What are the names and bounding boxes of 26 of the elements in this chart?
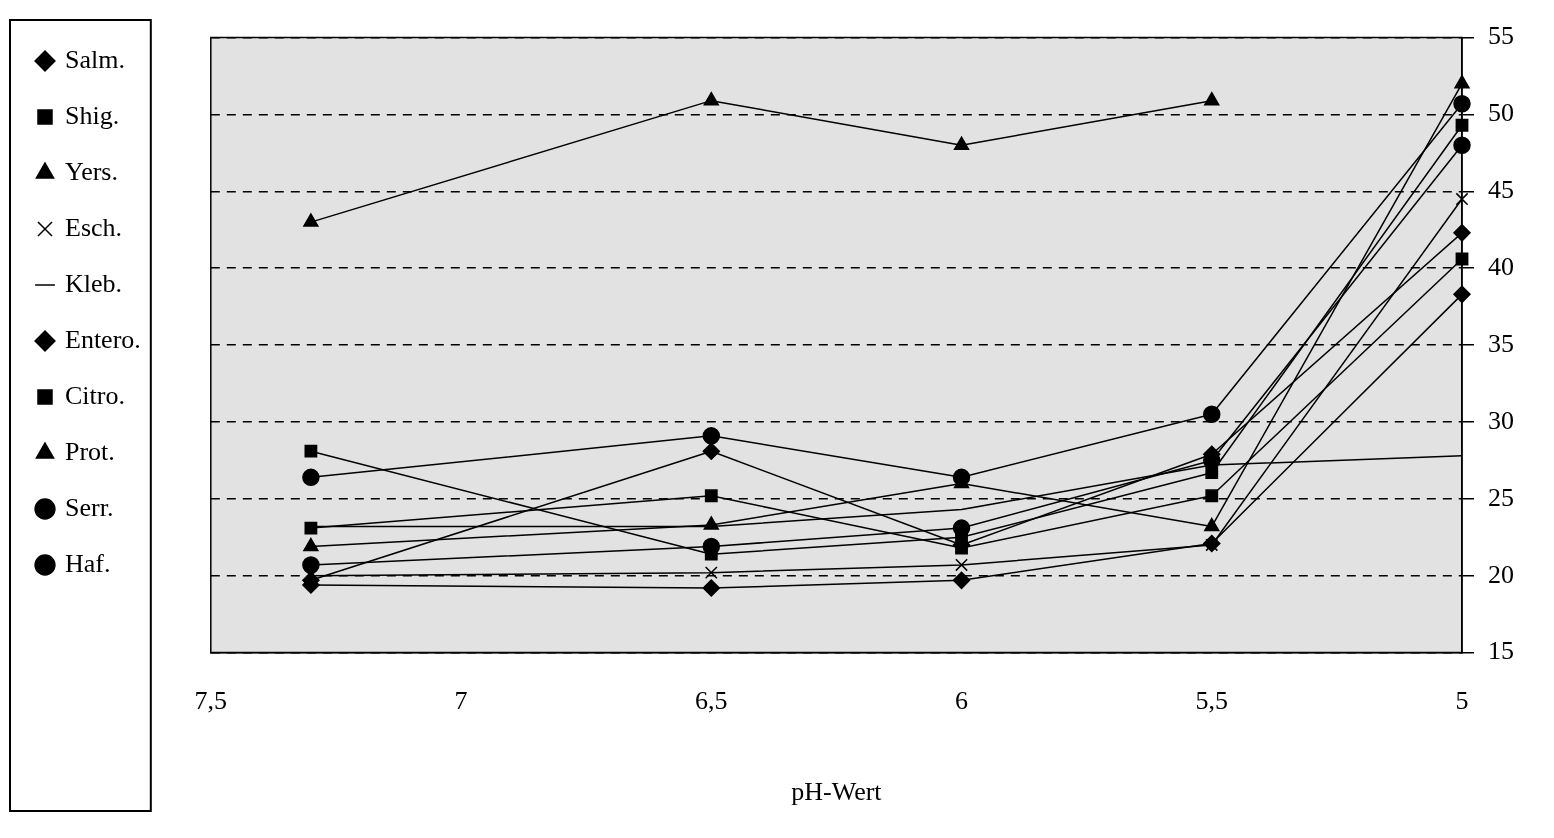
- y-tick-label: 45: [1488, 175, 1514, 205]
- y-tick-label: 40: [1488, 252, 1514, 282]
- y-tick-label: 50: [1488, 98, 1514, 128]
- x-tick-label: 6: [955, 686, 969, 716]
- x-tick-label: 6,5: [695, 686, 728, 716]
- y-tick-label: 55: [1488, 21, 1514, 51]
- x-tick-label: 7,5: [194, 686, 228, 716]
- legend-label: Haf.: [65, 548, 111, 578]
- y-tick-label: 30: [1488, 405, 1514, 435]
- y-tick-label: 25: [1488, 482, 1514, 512]
- legend-label: Citro.: [65, 380, 125, 410]
- x-axis-title: pH-Wert: [791, 777, 883, 807]
- y-tick-label: 35: [1488, 328, 1514, 358]
- x-tick-label: 5: [1455, 686, 1469, 716]
- y-tick-label: 15: [1488, 636, 1514, 666]
- y-tick-label: 20: [1488, 559, 1514, 589]
- legend-label: Serr.: [65, 492, 114, 522]
- x-tick-label: 7: [454, 686, 468, 716]
- legend-label: Esch.: [65, 212, 123, 242]
- legend-label: Shig.: [65, 100, 120, 130]
- legend-label: Yers.: [65, 156, 118, 186]
- legend-label: Prot.: [65, 436, 115, 466]
- x-tick-label: 5,5: [1195, 686, 1229, 716]
- legend-label: Entero.: [65, 324, 141, 354]
- legend-label: Salm.: [65, 44, 125, 74]
- legend-label: Kleb.: [65, 268, 123, 298]
